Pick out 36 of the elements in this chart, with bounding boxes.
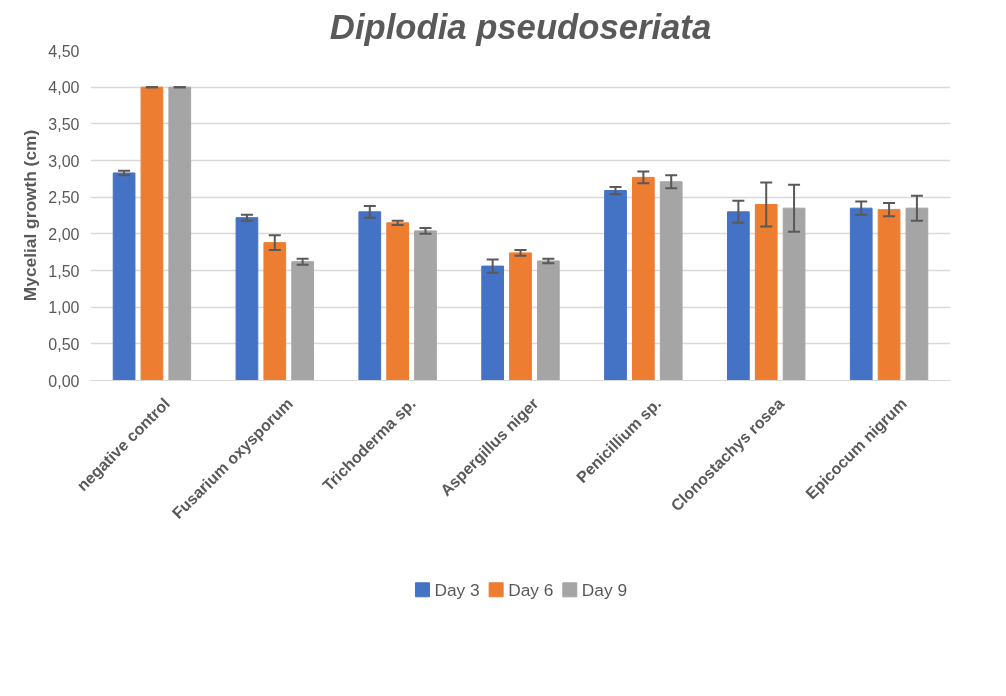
bar: [140, 86, 164, 381]
bar: [235, 217, 259, 381]
bar: [168, 86, 192, 381]
y-tick-label: 0,50: [48, 335, 80, 353]
y-tick-label: 2,00: [48, 225, 80, 243]
legend-label: Day 3: [434, 579, 480, 600]
bar: [536, 260, 560, 381]
y-tick-label: 1,00: [48, 299, 80, 317]
bar: [727, 211, 750, 381]
bar: [905, 207, 929, 381]
y-tick-label: 0,00: [48, 372, 80, 390]
y-tick-label: 4,50: [48, 42, 80, 60]
bar: [509, 252, 532, 381]
bar: [659, 181, 683, 381]
bar: [604, 190, 627, 381]
bar: [112, 172, 136, 381]
y-axis-title: Mycelial growth (cm): [20, 129, 41, 302]
bar: [782, 207, 806, 381]
y-tick-label: 1,50: [48, 262, 80, 280]
bar: [291, 261, 314, 381]
bar: [481, 265, 505, 381]
y-tick-label: 3,50: [48, 115, 80, 133]
bar: [877, 209, 901, 381]
bar: [849, 207, 873, 381]
chart-title: Diplodia pseudoseriata: [329, 7, 712, 46]
bar: [358, 211, 382, 381]
y-tick-label: 3,00: [48, 152, 80, 170]
legend-label: Day 9: [581, 579, 628, 600]
bar: [386, 222, 409, 381]
legend-label: Day 6: [508, 579, 554, 600]
bar: [754, 204, 778, 381]
y-tick-label: 2,50: [48, 189, 80, 207]
y-tick-label: 4,00: [48, 79, 80, 97]
bar: [632, 176, 655, 381]
bar: [263, 242, 287, 381]
bar: [414, 230, 437, 381]
